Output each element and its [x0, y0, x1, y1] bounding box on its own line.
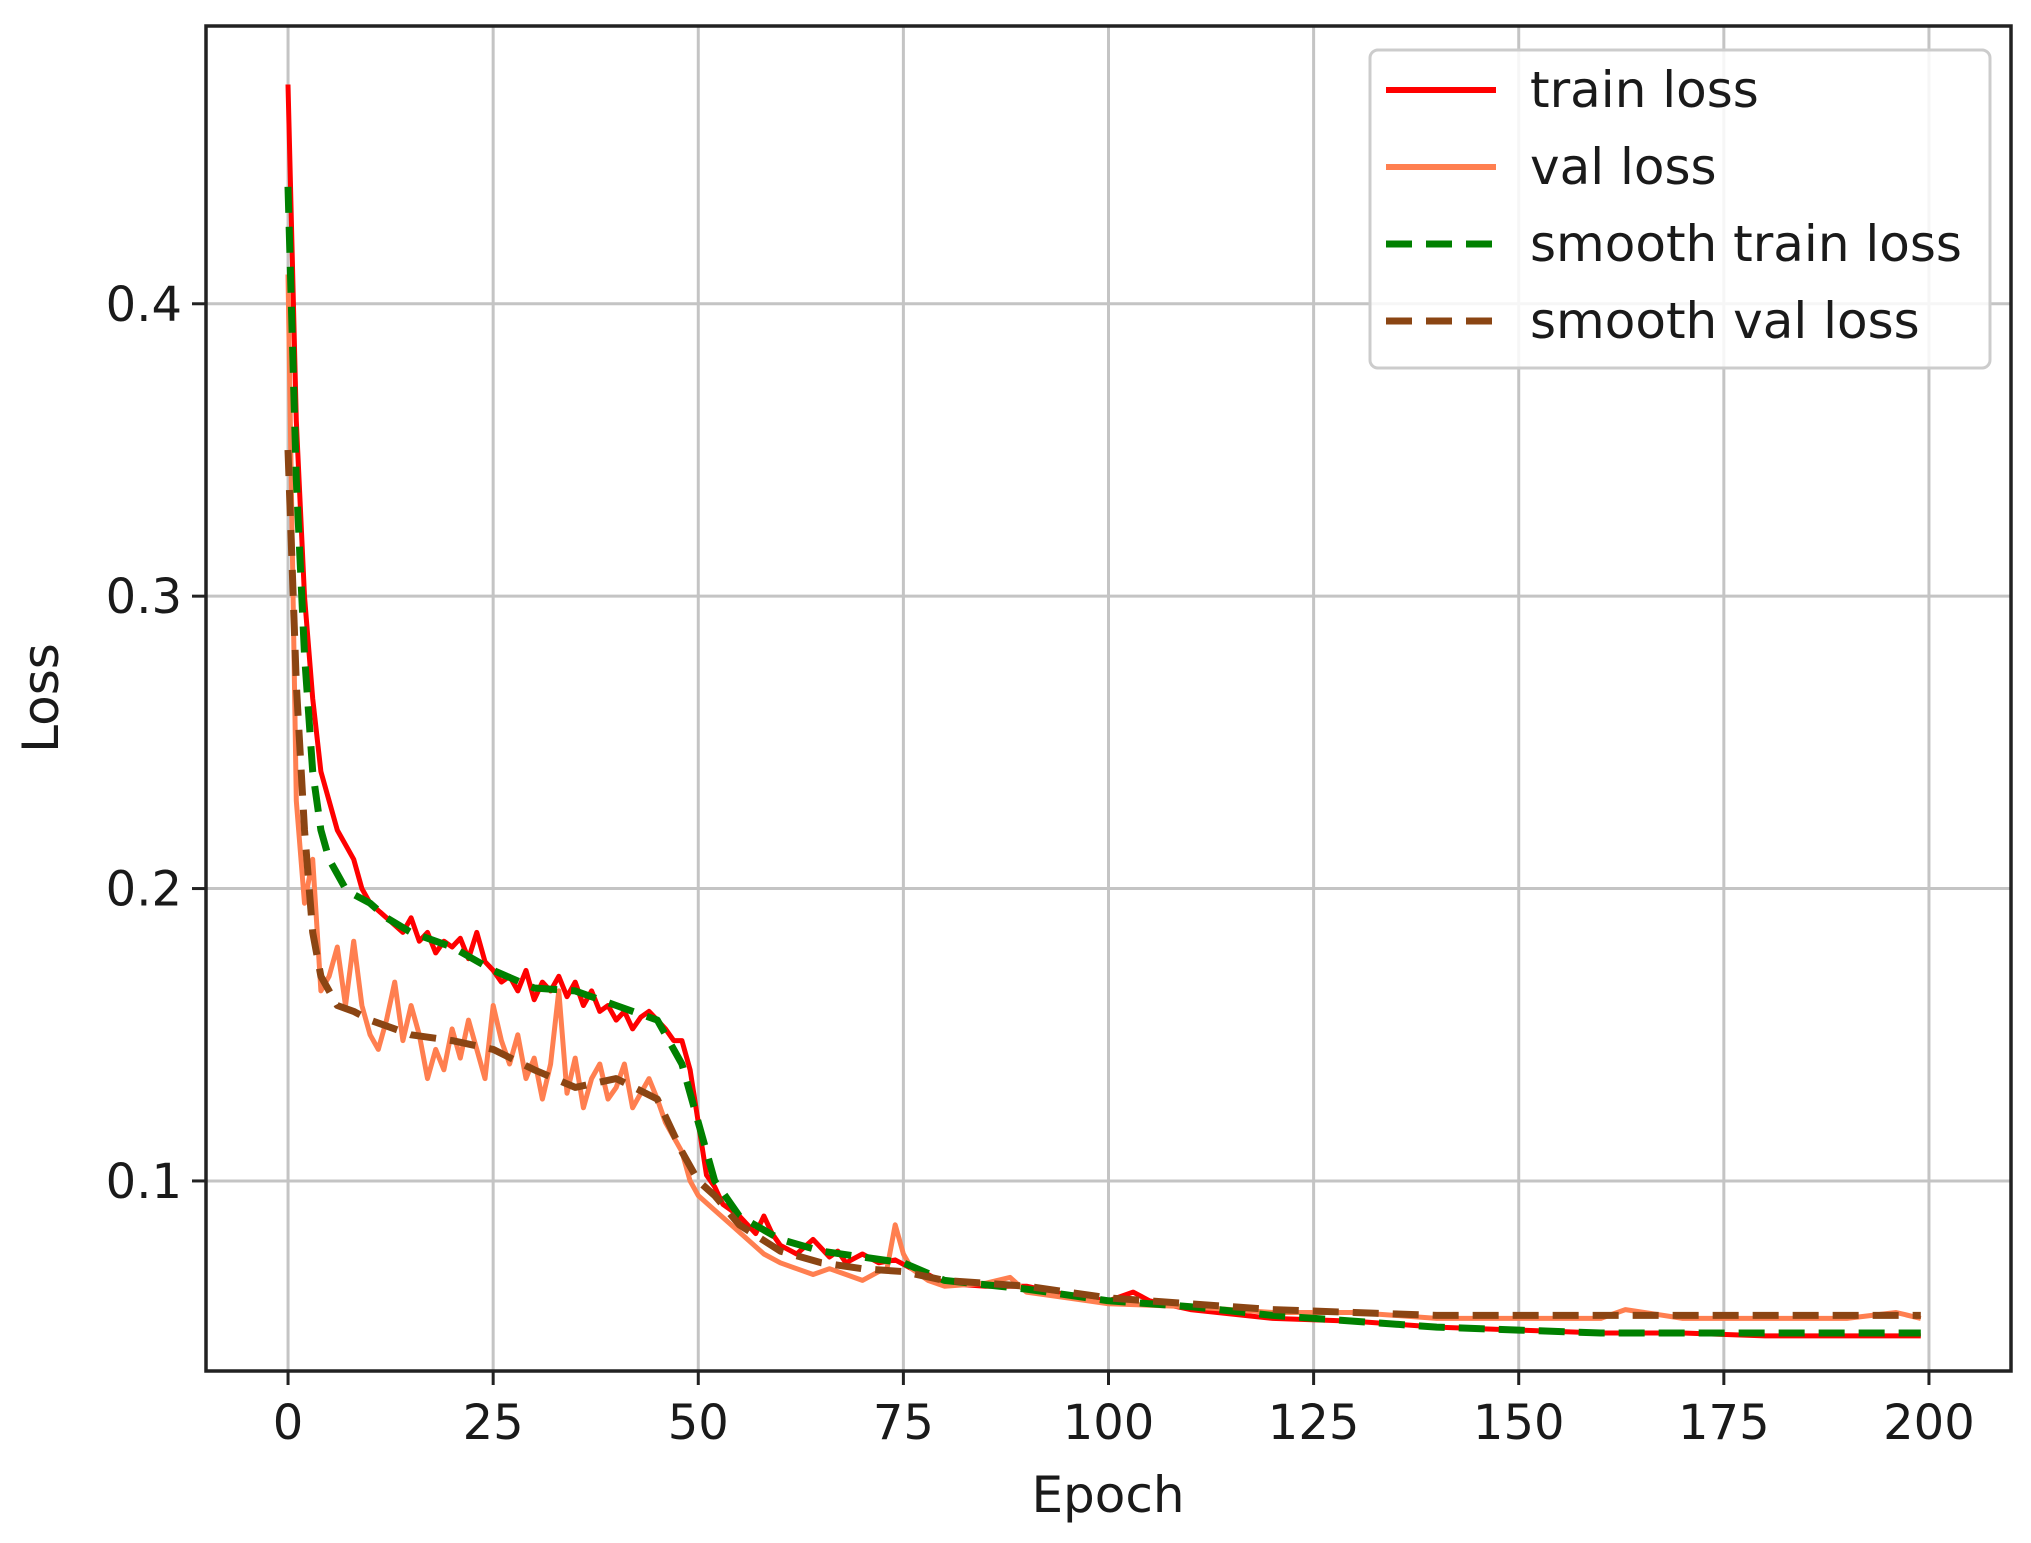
x-tick-label: 0 — [273, 1395, 304, 1451]
y-tick-label: 0.2 — [106, 862, 182, 918]
series-line-smooth-train-loss — [284, 186, 1921, 1337]
x-tick-label: 25 — [463, 1395, 524, 1451]
x-tick-label: 175 — [1678, 1395, 1770, 1451]
y-axis-title: Loss — [12, 643, 70, 753]
y-tick-label: 0.1 — [106, 1154, 182, 1210]
x-axis-title: Epoch — [1031, 1466, 1184, 1524]
y-tick-label: 0.3 — [106, 569, 182, 625]
legend-label-val-loss: val loss — [1530, 138, 1717, 196]
x-tick-label: 150 — [1473, 1395, 1565, 1451]
x-tick-label: 75 — [873, 1395, 934, 1451]
x-tick-label: 125 — [1268, 1395, 1360, 1451]
legend-label-smooth-val-loss: smooth val loss — [1530, 292, 1920, 350]
x-tick-label: 50 — [668, 1395, 729, 1451]
y-tick-label: 0.4 — [106, 277, 182, 333]
legend: train loss val loss smooth train loss smoot… — [1368, 48, 1992, 370]
x-tick-label: 200 — [1883, 1395, 1975, 1451]
series-layer — [284, 84, 1922, 1339]
legend-box — [1368, 48, 1992, 370]
legend-label-train-loss: train loss — [1530, 61, 1759, 119]
legend-label-smooth-train-loss: smooth train loss — [1530, 215, 1962, 273]
x-tick-label: 100 — [1063, 1395, 1155, 1451]
ticks: 0 25 50 75 100 125 150 175 200 0.1 0.2 0.3 0.4 — [106, 277, 1975, 1451]
series-line-smooth-val-loss — [284, 449, 1921, 1319]
